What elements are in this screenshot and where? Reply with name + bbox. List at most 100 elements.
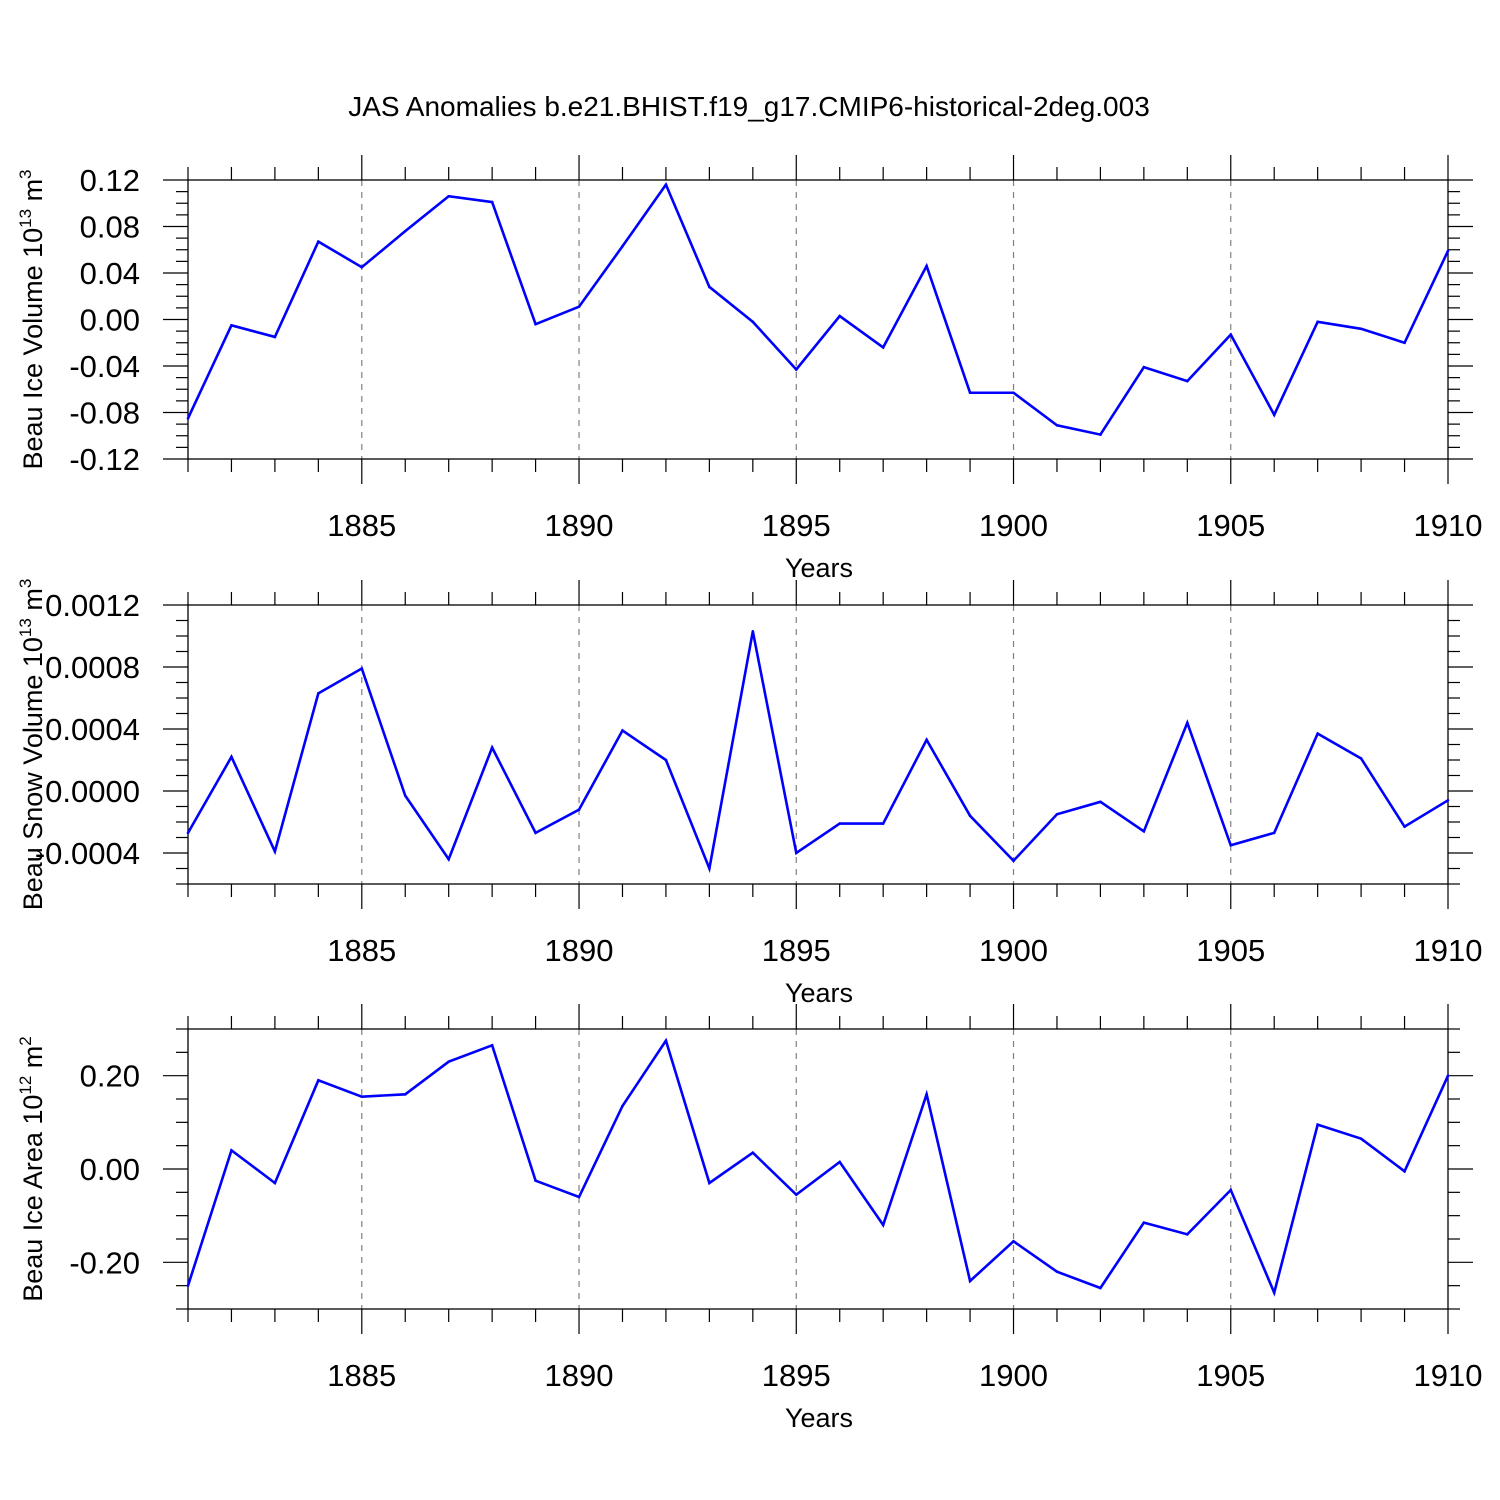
data-point [1055, 423, 1059, 427]
data-point [1446, 249, 1450, 253]
data-point [794, 1193, 798, 1196]
data-point [577, 808, 581, 811]
data-point [230, 324, 233, 327]
series-line [186, 181, 1450, 437]
x-tick-label: 1905 [1196, 933, 1265, 968]
data-point [968, 1279, 972, 1283]
series-line [186, 631, 1449, 874]
x-tick-label: 1900 [979, 1358, 1048, 1393]
data-point [1359, 1137, 1363, 1140]
y-tick-label: -0.20 [69, 1245, 140, 1280]
data-point [1012, 391, 1015, 395]
x-tick-label: 1900 [979, 508, 1048, 543]
data-point [1229, 843, 1233, 847]
y-tick-label: 0.0000 [45, 774, 140, 809]
data-point [968, 391, 972, 395]
data-point [1186, 1233, 1189, 1236]
y-axis-title-exponent: 13 [16, 209, 35, 228]
data-point [1272, 831, 1276, 835]
x-axis-title: Years [785, 978, 853, 1008]
data-point [360, 1095, 364, 1098]
data-point [794, 851, 798, 855]
data-point [1099, 1286, 1102, 1290]
y-tick-label: -0.0004 [35, 836, 140, 871]
panel-snow-volume: -0.0004 0.0000 0.0004 0.0008 0.0012 1885 1890 1… [16, 579, 1482, 1008]
data-point [751, 1151, 755, 1154]
y-tick-label: -0.04 [69, 349, 140, 384]
data-point [1229, 333, 1233, 336]
data-point [881, 1223, 885, 1227]
data-point [838, 822, 842, 825]
data-point [708, 867, 711, 870]
plot-frame [187, 1028, 1449, 1310]
data-point [273, 1181, 277, 1185]
data-point [186, 831, 190, 835]
data-point [1012, 1240, 1015, 1243]
data-point [317, 240, 320, 243]
y-tick-label: 0.04 [80, 256, 140, 291]
data-point [490, 1044, 494, 1047]
figure-title: JAS Anomalies b.e21.BHIST.f19_g17.CMIP6-… [348, 91, 1150, 122]
data-point [447, 857, 450, 861]
data-point [968, 814, 972, 818]
data-point [664, 183, 668, 186]
y-axis-title-unit-exponent: 2 [16, 1036, 35, 1045]
y-tick-label: -0.12 [69, 442, 140, 477]
data-point [1142, 365, 1146, 369]
y-axis-title-unit: m [18, 1046, 48, 1076]
data-point [1446, 799, 1450, 802]
x-tick-label: 1890 [545, 508, 614, 543]
data-point [1403, 1170, 1406, 1173]
data-point [534, 322, 537, 326]
y-axis-title-unit-exponent: 3 [16, 169, 35, 178]
data-point [403, 794, 407, 797]
data-point [186, 417, 190, 420]
data-point [1316, 320, 1319, 324]
data-point [925, 264, 928, 268]
data-point [621, 729, 624, 732]
data-point [230, 755, 233, 759]
data-point [273, 335, 277, 339]
data-point [360, 667, 364, 670]
y-axis-title: Beau Ice Volume 1013 m3 [16, 169, 48, 469]
data-point [230, 1149, 233, 1152]
plot-frame [187, 604, 1449, 885]
y-axis-title-main: Beau Snow Volume 10 [18, 637, 48, 910]
data-point [447, 1060, 450, 1063]
x-tick-label: 1905 [1196, 508, 1265, 543]
y-axis-title-unit-exponent: 3 [16, 579, 35, 588]
y-tick-label: 0.00 [80, 1152, 140, 1187]
data-point [664, 758, 668, 762]
x-tick-label: 1885 [327, 1358, 396, 1393]
data-point [317, 692, 320, 695]
data-point [1099, 800, 1102, 804]
y-tick-label: 0.12 [80, 163, 140, 198]
data-point [447, 194, 450, 198]
x-tick-label: 1895 [762, 508, 831, 543]
data-point [1186, 379, 1189, 383]
x-tick-label: 1885 [327, 933, 396, 968]
data-point [1272, 1291, 1276, 1294]
data-point [1099, 433, 1102, 436]
plot-frame [187, 179, 1449, 460]
y-axis-title-exponent: 12 [16, 1076, 35, 1095]
y-axis-title-main: Beau Ice Area 10 [18, 1095, 48, 1302]
data-point [664, 1039, 668, 1042]
data-point [1403, 825, 1406, 828]
x-tick-label: 1895 [762, 1358, 831, 1393]
data-point [577, 1195, 581, 1199]
data-point [1316, 1123, 1319, 1126]
data-point [794, 368, 798, 371]
data-point [751, 630, 755, 633]
data-point [881, 822, 885, 825]
data-point [1359, 327, 1363, 331]
x-tick-label: 1885 [327, 508, 396, 543]
data-point [577, 305, 581, 309]
data-point [186, 1284, 190, 1287]
data-point [360, 265, 364, 269]
y-axis-title-exponent: 13 [16, 618, 35, 637]
y-axis-title-unit: m [18, 179, 48, 209]
x-tick-label: 1910 [1414, 1358, 1483, 1393]
data-point [1142, 830, 1146, 833]
